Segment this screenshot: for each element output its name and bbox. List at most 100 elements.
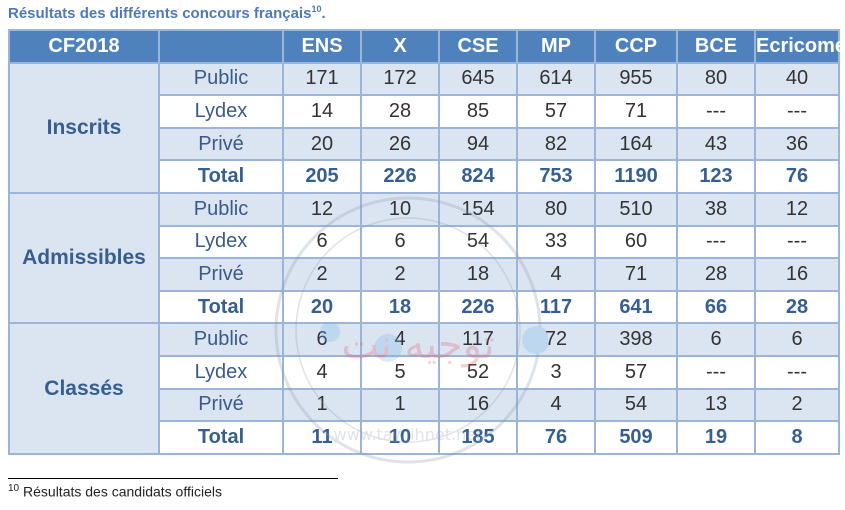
- footnote-text: Résultats des candidats officiels: [23, 483, 222, 500]
- value-cell: 19: [676, 420, 756, 455]
- table-row: Privé 20 26 94 82 164 43 36: [9, 126, 840, 162]
- value-cell: 10: [360, 420, 440, 455]
- header-ens: ENS: [282, 29, 362, 64]
- value-cell: 14: [282, 94, 362, 129]
- header-mp: MP: [516, 29, 596, 64]
- value-cell: 60: [594, 224, 678, 260]
- value-cell: 753: [516, 159, 596, 194]
- footnote-number: 10: [8, 483, 20, 494]
- value-cell: 80: [516, 191, 596, 227]
- value-cell: 40: [754, 61, 840, 97]
- value-cell: 8: [754, 420, 840, 455]
- value-cell: 510: [594, 191, 678, 227]
- value-cell: 1190: [594, 159, 678, 194]
- value-cell: 117: [438, 322, 518, 357]
- value-cell: 76: [754, 159, 840, 194]
- value-cell: 5: [360, 354, 440, 390]
- value-cell: 6: [754, 322, 840, 357]
- value-cell: 72: [516, 322, 596, 357]
- row-label: Lydex: [158, 224, 284, 260]
- value-cell: 171: [282, 61, 362, 97]
- value-cell: 6: [282, 224, 362, 260]
- value-cell: 641: [594, 289, 678, 325]
- value-cell: ---: [754, 94, 840, 129]
- table-row: Lydex 4 5 52 3 57 --- ---: [9, 354, 840, 390]
- value-cell: ---: [676, 224, 756, 260]
- value-cell: 54: [594, 387, 678, 423]
- value-cell: 2: [282, 257, 362, 292]
- value-cell: 28: [360, 94, 440, 129]
- value-cell: 66: [676, 289, 756, 325]
- header-row: CF2018 ENS X CSE MP CCP BCE Ecricome: [8, 29, 845, 64]
- value-cell: 71: [594, 257, 678, 292]
- value-cell: 57: [594, 354, 678, 390]
- row-label: Privé: [158, 126, 284, 162]
- value-cell: 4: [282, 354, 362, 390]
- row-label: Total: [158, 289, 284, 325]
- value-cell: 57: [516, 94, 596, 129]
- row-label: Total: [158, 420, 284, 455]
- value-cell: 16: [438, 387, 518, 423]
- value-cell: 509: [594, 420, 678, 455]
- row-label: Lydex: [158, 94, 284, 129]
- total-row: Total 20 18 226 117 641 66 28: [9, 289, 840, 325]
- value-cell: 164: [594, 126, 678, 162]
- value-cell: 645: [438, 61, 518, 97]
- footnote: 10 Résultats des candidats officiels: [8, 483, 222, 500]
- value-cell: 6: [282, 322, 362, 357]
- total-row: Total 11 10 185 76 509 19 8: [9, 420, 840, 455]
- value-cell: 614: [516, 61, 596, 97]
- value-cell: 172: [360, 61, 440, 97]
- value-cell: 82: [516, 126, 596, 162]
- value-cell: 76: [516, 420, 596, 455]
- value-cell: 85: [438, 94, 518, 129]
- value-cell: 955: [594, 61, 678, 97]
- value-cell: 33: [516, 224, 596, 260]
- value-cell: 36: [754, 126, 840, 162]
- row-label: Privé: [158, 257, 284, 292]
- header-bce: BCE: [676, 29, 756, 64]
- value-cell: ---: [754, 354, 840, 390]
- header-x: X: [360, 29, 440, 64]
- row-label: Public: [158, 191, 284, 227]
- value-cell: 205: [282, 159, 362, 194]
- value-cell: 6: [676, 322, 756, 357]
- row-label: Total: [158, 159, 284, 194]
- value-cell: 28: [676, 257, 756, 292]
- value-cell: 54: [438, 224, 518, 260]
- table-row: Lydex 6 6 54 33 60 --- ---: [9, 224, 840, 260]
- row-label: Public: [158, 61, 284, 97]
- value-cell: ---: [676, 94, 756, 129]
- group-label: Classés: [8, 322, 160, 455]
- value-cell: 226: [438, 289, 518, 325]
- value-cell: 16: [754, 257, 840, 292]
- value-cell: 71: [594, 94, 678, 129]
- value-cell: 123: [676, 159, 756, 194]
- value-cell: 12: [754, 191, 840, 227]
- header-ccp: CCP: [594, 29, 678, 64]
- group-label: Admissibles: [8, 191, 160, 325]
- value-cell: ---: [754, 224, 840, 260]
- value-cell: 185: [438, 420, 518, 455]
- value-cell: 18: [360, 289, 440, 325]
- value-cell: 154: [438, 191, 518, 227]
- page-title: Résultats des différents concours frança…: [8, 4, 326, 22]
- value-cell: 4: [516, 387, 596, 423]
- table-row: Classés Public 6 4 117 72 398 6 6: [8, 322, 840, 455]
- value-cell: 226: [360, 159, 440, 194]
- row-label: Lydex: [158, 354, 284, 390]
- value-cell: 4: [516, 257, 596, 292]
- value-cell: 1: [282, 387, 362, 423]
- value-cell: 20: [282, 126, 362, 162]
- table-body: Inscrits Public 171 172 645 614 955 80 40 Lydex 14…: [8, 61, 840, 455]
- header-blank: [158, 29, 284, 64]
- table-row: Privé 2 2 18 4 71 28 16: [9, 257, 840, 292]
- value-cell: 3: [516, 354, 596, 390]
- footnote-separator: [8, 478, 338, 479]
- value-cell: 2: [754, 387, 840, 423]
- value-cell: 4: [360, 322, 440, 357]
- header-cf2018: CF2018: [8, 29, 160, 64]
- value-cell: 824: [438, 159, 518, 194]
- value-cell: 13: [676, 387, 756, 423]
- value-cell: 94: [438, 126, 518, 162]
